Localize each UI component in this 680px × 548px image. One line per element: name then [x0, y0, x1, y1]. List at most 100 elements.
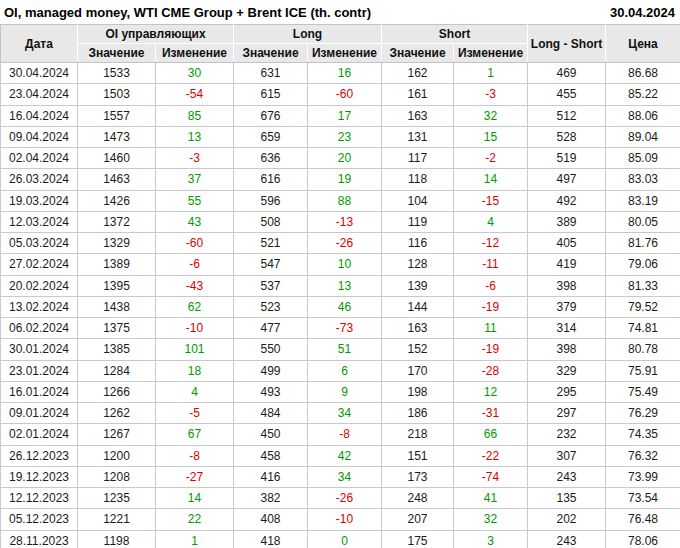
- cell-short-change: 11: [454, 318, 528, 339]
- cell-date: 05.12.2023: [1, 509, 78, 530]
- cell-short-value: 248: [382, 488, 454, 509]
- cell-short-change: 41: [454, 488, 528, 509]
- cell-short-value: 119: [382, 211, 454, 232]
- cell-long-value: 631: [234, 63, 308, 84]
- cell-oi-value: 1375: [78, 318, 156, 339]
- cell-long-change: -10: [308, 509, 382, 530]
- cell-short-value: 218: [382, 424, 454, 445]
- cell-long-short: 469: [528, 63, 606, 84]
- table-row: 05.03.20241329-60521-26116-1240581.76: [1, 233, 680, 254]
- cell-short-value: 117: [382, 148, 454, 169]
- cell-long-value: 508: [234, 211, 308, 232]
- cell-oi-change: 37: [156, 169, 234, 190]
- cell-price: 73.54: [606, 488, 680, 509]
- table-row: 27.02.20241389-654710128-1141979.06: [1, 254, 680, 275]
- cell-short-value: 173: [382, 466, 454, 487]
- cell-short-value: 198: [382, 381, 454, 402]
- cell-oi-change: 55: [156, 190, 234, 211]
- table-row: 16.04.2024155785676171633251288.06: [1, 105, 680, 126]
- oi-data-table: Дата OI управляющих Long Short Long - Sh…: [0, 24, 680, 548]
- cell-long-short: 398: [528, 339, 606, 360]
- cell-date: 02.04.2024: [1, 148, 78, 169]
- cell-short-value: 170: [382, 360, 454, 381]
- table-row: 30.04.202415333063116162146986.68: [1, 63, 680, 84]
- cell-long-short: 202: [528, 509, 606, 530]
- cell-long-short: 295: [528, 381, 606, 402]
- cell-oi-change: 4: [156, 381, 234, 402]
- cell-long-short: 405: [528, 233, 606, 254]
- table-row: 02.04.20241460-363620117-251985.09: [1, 148, 680, 169]
- cell-long-short: 492: [528, 190, 606, 211]
- cell-oi-value: 1221: [78, 509, 156, 530]
- cell-long-short: 243: [528, 530, 606, 548]
- cell-short-change: 32: [454, 509, 528, 530]
- cell-long-short: 135: [528, 488, 606, 509]
- cell-short-value: 116: [382, 233, 454, 254]
- cell-date: 05.03.2024: [1, 233, 78, 254]
- cell-price: 74.81: [606, 318, 680, 339]
- cell-oi-change: -3: [156, 148, 234, 169]
- cell-short-value: 207: [382, 509, 454, 530]
- cell-long-change: 6: [308, 360, 382, 381]
- cell-short-change: -11: [454, 254, 528, 275]
- cell-oi-value: 1385: [78, 339, 156, 360]
- cell-oi-value: 1284: [78, 360, 156, 381]
- cell-long-value: 616: [234, 169, 308, 190]
- cell-long-value: 636: [234, 148, 308, 169]
- cell-date: 16.04.2024: [1, 105, 78, 126]
- cell-price: 73.99: [606, 466, 680, 487]
- cell-long-value: 523: [234, 296, 308, 317]
- cell-price: 76.48: [606, 509, 680, 530]
- cell-short-value: 139: [382, 275, 454, 296]
- subheader-long-value: Значение: [234, 44, 308, 63]
- cell-long-change: 17: [308, 105, 382, 126]
- cell-oi-value: 1473: [78, 126, 156, 147]
- cell-short-value: 118: [382, 169, 454, 190]
- cell-oi-value: 1372: [78, 211, 156, 232]
- cell-price: 80.78: [606, 339, 680, 360]
- cell-long-short: 528: [528, 126, 606, 147]
- cell-date: 09.04.2024: [1, 126, 78, 147]
- cell-date: 02.01.2024: [1, 424, 78, 445]
- cell-long-value: 382: [234, 488, 308, 509]
- cell-oi-change: -8: [156, 445, 234, 466]
- cell-long-short: 307: [528, 445, 606, 466]
- cell-short-value: 128: [382, 254, 454, 275]
- cell-price: 79.06: [606, 254, 680, 275]
- cell-long-change: 20: [308, 148, 382, 169]
- cell-date: 26.12.2023: [1, 445, 78, 466]
- cell-oi-change: 22: [156, 509, 234, 530]
- cell-long-short: 398: [528, 275, 606, 296]
- cell-oi-value: 1266: [78, 381, 156, 402]
- table-row: 19.12.20231208-2741634173-7424373.99: [1, 466, 680, 487]
- cell-long-value: 550: [234, 339, 308, 360]
- subheader-short-change: Изменение: [454, 44, 528, 63]
- cell-short-change: -74: [454, 466, 528, 487]
- cell-oi-change: -5: [156, 403, 234, 424]
- cell-oi-value: 1503: [78, 84, 156, 105]
- cell-short-change: -3: [454, 84, 528, 105]
- cell-oi-value: 1557: [78, 105, 156, 126]
- cell-long-change: -26: [308, 488, 382, 509]
- cell-date: 13.02.2024: [1, 296, 78, 317]
- cell-long-value: 418: [234, 530, 308, 548]
- cell-long-change: 51: [308, 339, 382, 360]
- cell-oi-change: 43: [156, 211, 234, 232]
- cell-date: 16.01.2024: [1, 381, 78, 402]
- cell-short-change: 12: [454, 381, 528, 402]
- cell-long-value: 458: [234, 445, 308, 466]
- cell-oi-change: 18: [156, 360, 234, 381]
- cell-price: 83.19: [606, 190, 680, 211]
- cell-oi-change: 30: [156, 63, 234, 84]
- table-row: 26.12.20231200-845842151-2230776.32: [1, 445, 680, 466]
- cell-date: 30.01.2024: [1, 339, 78, 360]
- table-row: 13.02.202414386252346144-1937979.52: [1, 296, 680, 317]
- cell-long-change: -13: [308, 211, 382, 232]
- col-header-long-short: Long - Short: [528, 25, 606, 63]
- cell-long-short: 329: [528, 360, 606, 381]
- cell-long-value: 596: [234, 190, 308, 211]
- cell-short-value: 162: [382, 63, 454, 84]
- page-title: OI, managed money, WTI CME Group + Brent…: [4, 5, 371, 20]
- cell-price: 80.05: [606, 211, 680, 232]
- subheader-oi-value: Значение: [78, 44, 156, 63]
